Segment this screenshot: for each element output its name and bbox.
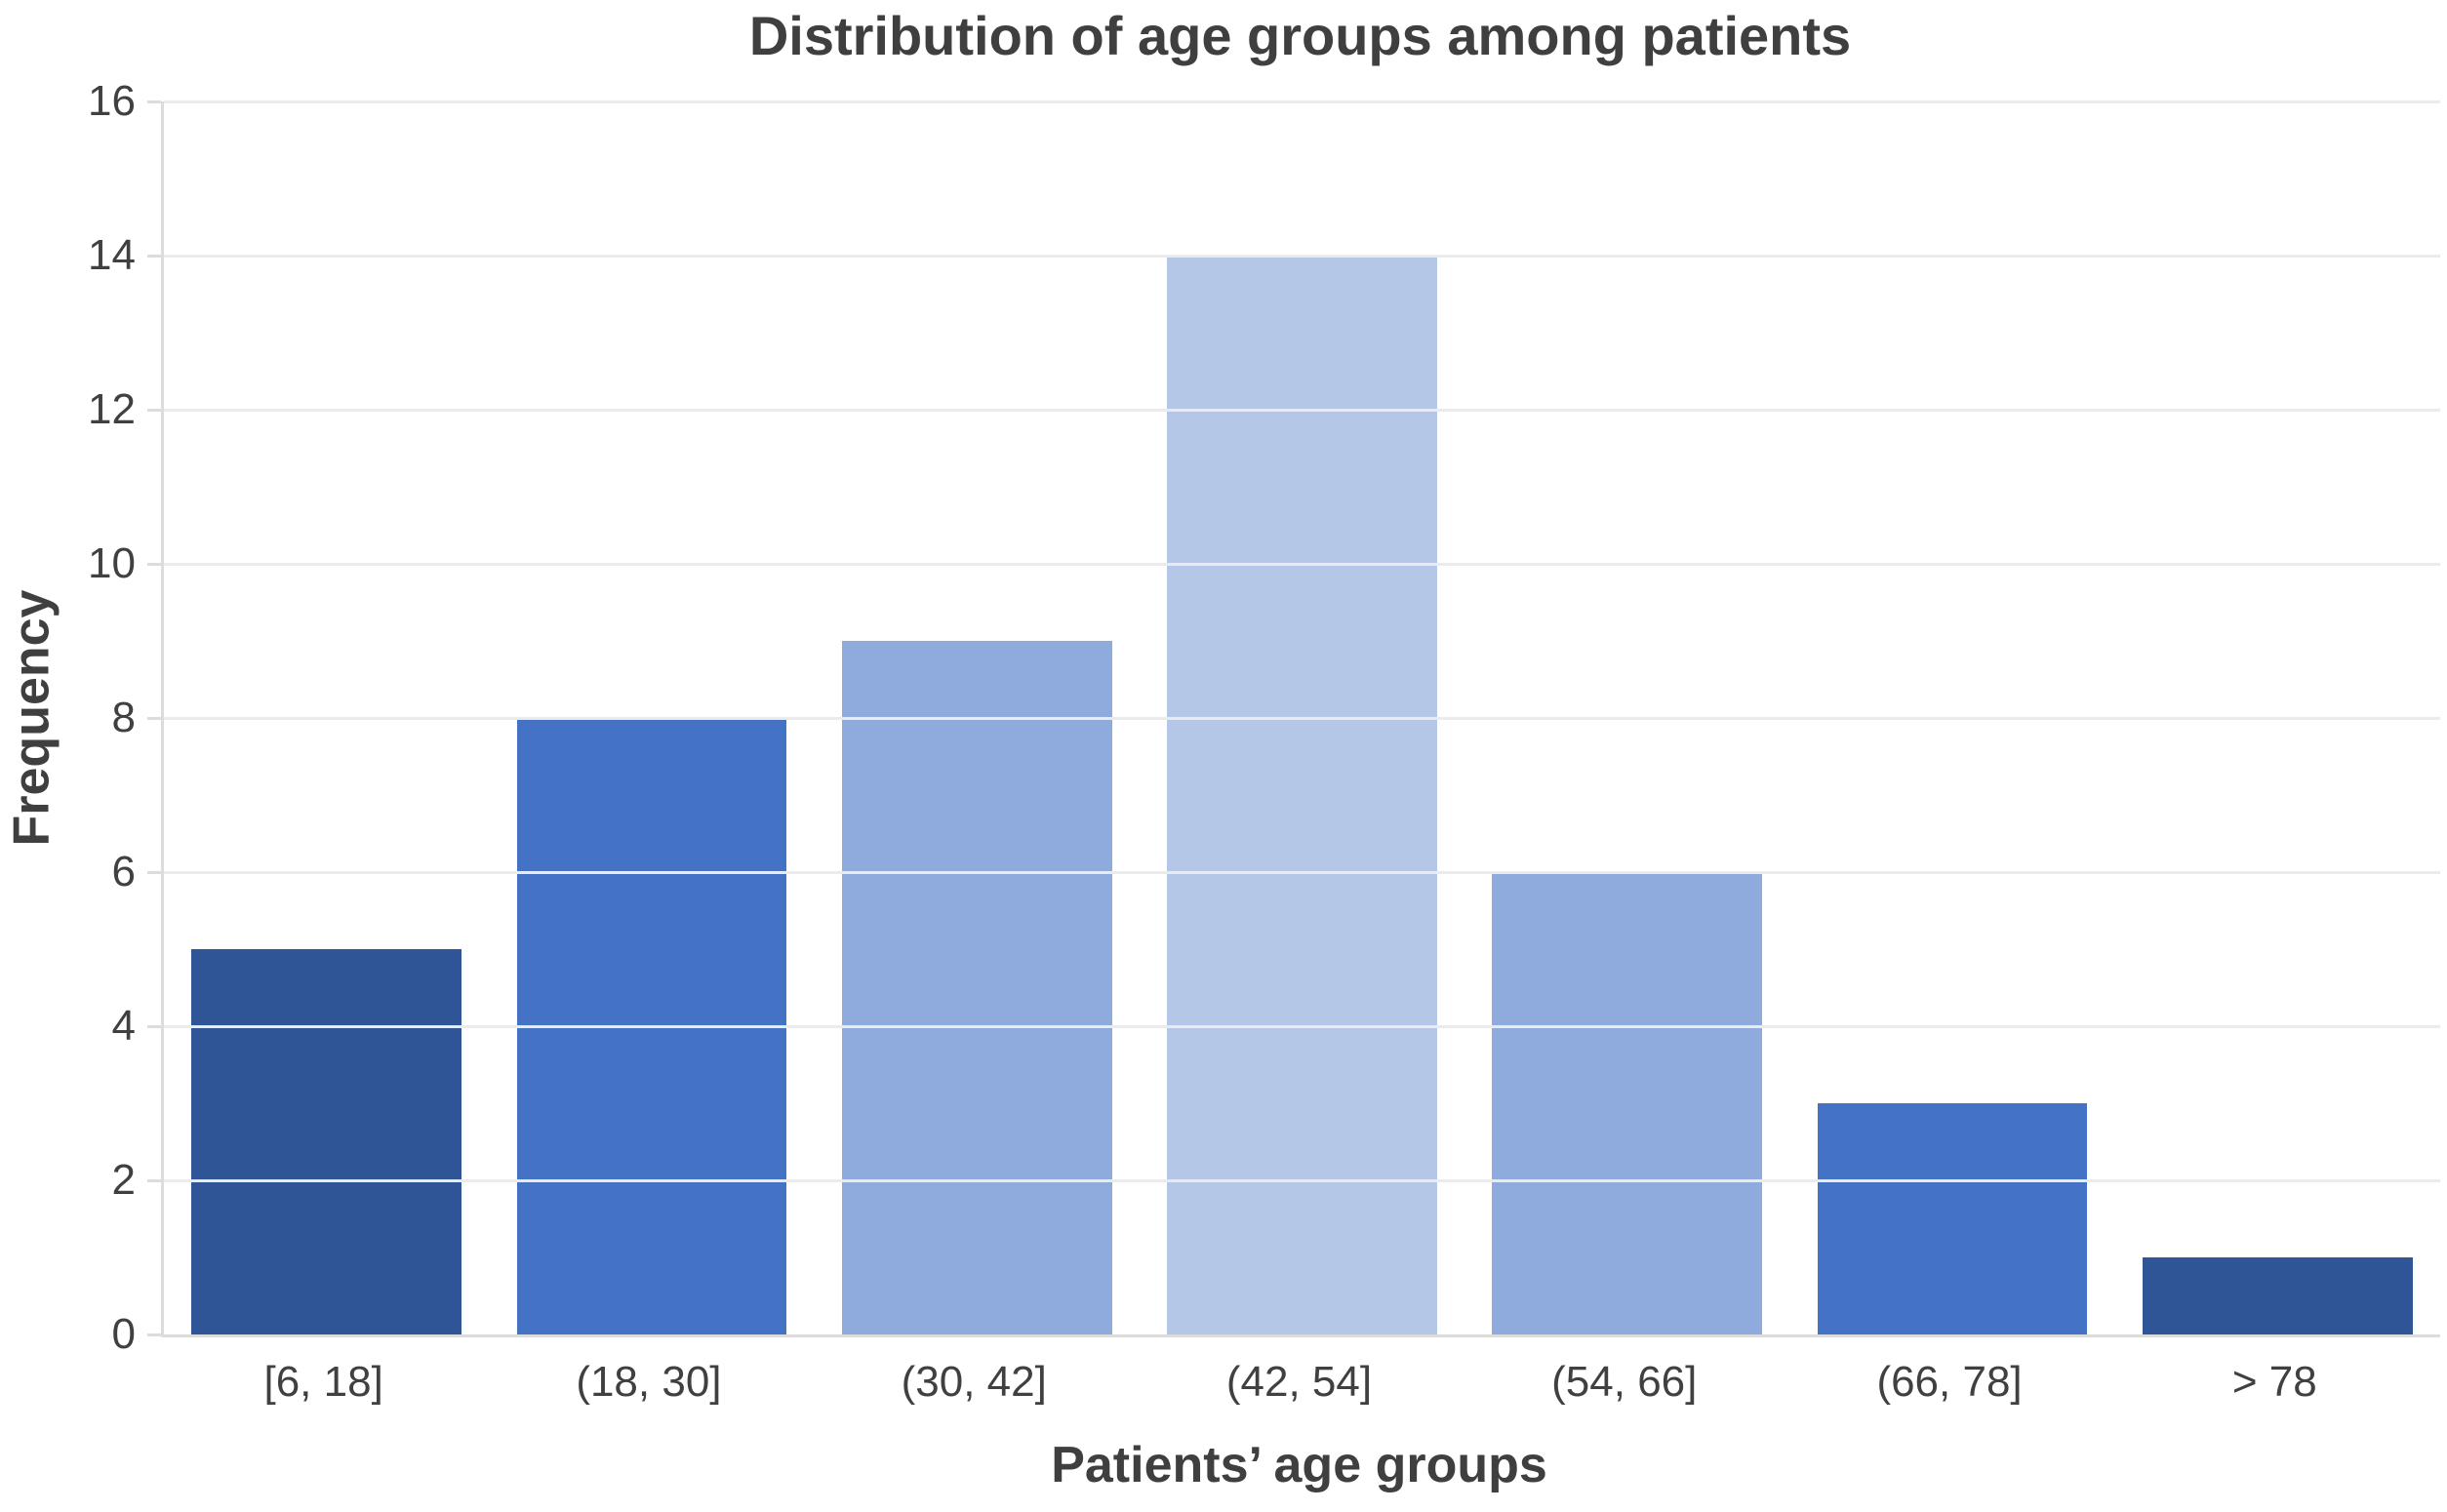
y-tick-mark [147, 871, 161, 874]
x-tick-label: (42, 54] [1225, 1358, 1373, 1406]
gridline [164, 409, 2440, 412]
y-tick-mark [147, 409, 161, 412]
y-tick-mark [147, 563, 161, 566]
y-tick-mark [147, 1179, 161, 1182]
gridline [164, 100, 2440, 103]
y-tick-mark [147, 717, 161, 720]
x-tick-label: (66, 78] [1876, 1358, 2023, 1406]
gridline [164, 1179, 2440, 1182]
x-axis-title: Patients’ age groups [1051, 1437, 1547, 1493]
y-tick-label: 10 [88, 539, 136, 587]
bar [1167, 256, 1437, 1334]
bar [191, 949, 461, 1334]
bar-slot [815, 101, 1140, 1334]
y-tick-mark [147, 1025, 161, 1028]
y-tick-label: 4 [111, 1002, 136, 1050]
gridline [164, 871, 2440, 874]
y-tick-label: 14 [88, 231, 136, 279]
bar-slot [164, 101, 489, 1334]
y-axis-ticks: 0 2 4 6 8 10 12 14 16 [0, 80, 161, 1356]
bar-slot [2115, 101, 2440, 1334]
gridline [164, 717, 2440, 720]
gridline [164, 1025, 2440, 1028]
y-tick-label: 6 [111, 848, 136, 895]
bar-slot [1789, 101, 2114, 1334]
x-tick-label: (18, 30] [576, 1358, 722, 1406]
bar [2143, 1257, 2413, 1334]
y-tick-mark [147, 100, 161, 103]
y-tick-label: 16 [88, 77, 136, 125]
bar-slot [1464, 101, 1789, 1334]
y-tick-mark [147, 1333, 161, 1336]
x-tick-label: [6, 18] [263, 1358, 383, 1406]
chart-title: Distribution of age groups among patient… [748, 5, 1852, 66]
x-tick-label: (30, 42] [901, 1358, 1047, 1406]
plot-area [161, 100, 2440, 1337]
bar [1492, 872, 1763, 1334]
bar [1817, 1103, 2088, 1334]
bar [841, 641, 1112, 1334]
x-tick-labels: [6, 18] (18, 30] (30, 42] (42, 54] (54, 66] (… [161, 1358, 2437, 1407]
y-tick-label: 12 [88, 385, 136, 433]
bar-slot [1140, 101, 1464, 1334]
x-tick-label: (54, 66] [1551, 1358, 1698, 1406]
gridline [164, 255, 2440, 258]
y-tick-label: 2 [111, 1156, 136, 1204]
gridline [164, 563, 2440, 566]
y-tick-mark [147, 255, 161, 258]
x-tick-label: > 78 [2231, 1358, 2317, 1406]
y-tick-label: 8 [111, 694, 136, 741]
y-tick-label: 0 [111, 1310, 136, 1358]
